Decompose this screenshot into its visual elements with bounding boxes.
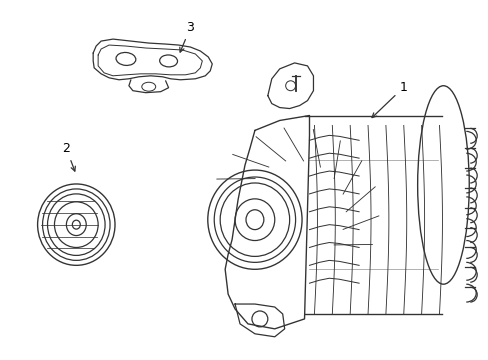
- Text: 1: 1: [371, 81, 407, 118]
- Text: 3: 3: [180, 21, 194, 52]
- Text: 2: 2: [62, 142, 75, 171]
